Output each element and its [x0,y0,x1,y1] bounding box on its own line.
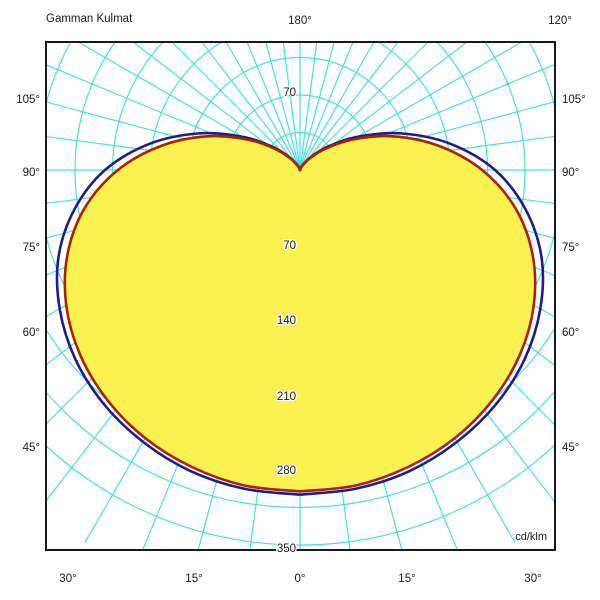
unit-label: cd/klm [515,531,547,543]
axis-label-right: 105° [562,94,586,106]
grid-ray [282,42,301,171]
grid-ray [299,42,318,171]
chart-title: Gamman Kulmat [46,13,133,25]
grid-ray [299,42,399,171]
axis-label-bottom: 30° [524,573,541,585]
radial-value-label: 140 [277,315,296,327]
grid-ray [299,42,468,171]
grid-ray [77,42,301,171]
radial-value-label: 70 [283,87,296,99]
axis-label-left: 90° [23,167,40,179]
axis-label-right: 60° [562,327,579,339]
axis-label-top: 120° [548,15,572,27]
intensity-curves [55,131,545,496]
axis-label-right: 45° [562,442,579,454]
radial-value-label: 70 [283,240,296,252]
axis-label-bottom: 30° [59,573,76,585]
grid-ray [299,42,375,171]
axis-label-bottom: 15° [398,573,415,585]
grid-ray [299,42,523,171]
axis-label-left: 75° [23,242,40,254]
curve-c90-c270 [63,134,537,493]
axis-label-bottom: 0° [295,573,306,585]
radial-value-label: 280 [277,465,296,477]
grid-ray [201,42,301,171]
axis-label-bottom: 15° [185,573,202,585]
grid-ray [225,42,301,171]
grid-ray [299,42,335,171]
grid-ray [265,42,301,171]
grid-ray [246,42,301,171]
grid-ray [132,42,301,171]
intensity-fill-area [64,136,536,492]
axis-label-left: 105° [16,94,40,106]
axis-label-top: 180° [288,15,312,27]
axis-label-left: 60° [23,327,40,339]
chart-labels: Gamman Kulmat 180° 120° 105° 90° 75° 60° 45° 105… [16,13,586,585]
grid-ray [299,42,354,171]
chart-frame [45,41,556,551]
grid-ray [171,42,301,171]
axis-label-left: 45° [23,442,40,454]
grid-ray [299,42,429,171]
radial-value-label: 210 [277,391,296,403]
axis-label-right: 75° [562,242,579,254]
axis-label-right: 90° [562,167,579,179]
radial-value-label: 350 [277,543,296,555]
